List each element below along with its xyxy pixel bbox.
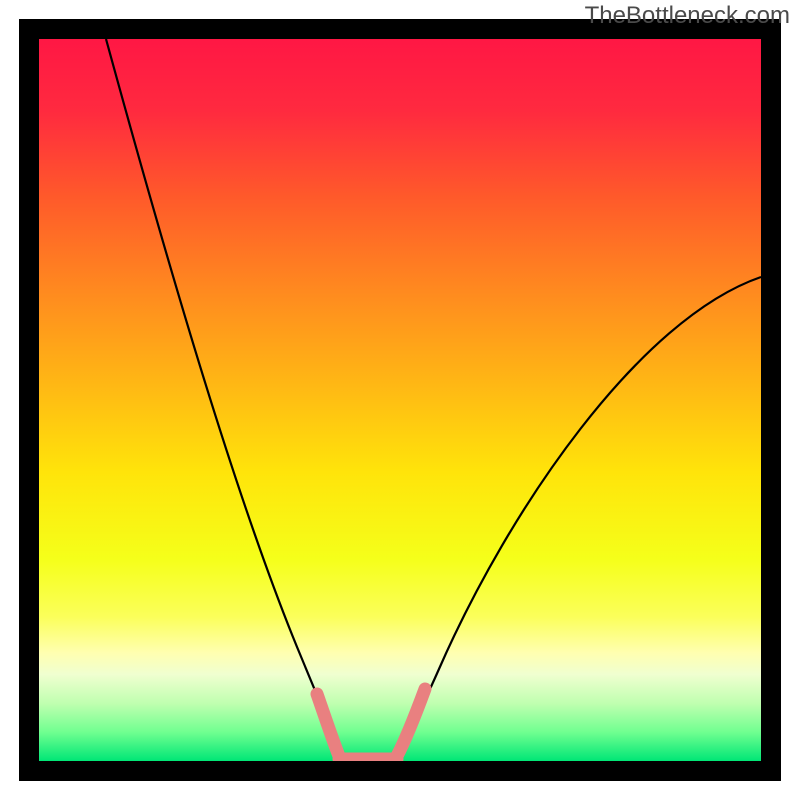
plot-area [39, 39, 761, 761]
bottleneck-curves [39, 39, 761, 761]
chart-border [19, 19, 781, 781]
highlight-right [397, 689, 425, 756]
highlight-left [317, 694, 339, 756]
watermark-text: TheBottleneck.com [585, 2, 790, 30]
chart-container: TheBottleneck.com [0, 0, 800, 800]
curve-main [106, 39, 761, 759]
